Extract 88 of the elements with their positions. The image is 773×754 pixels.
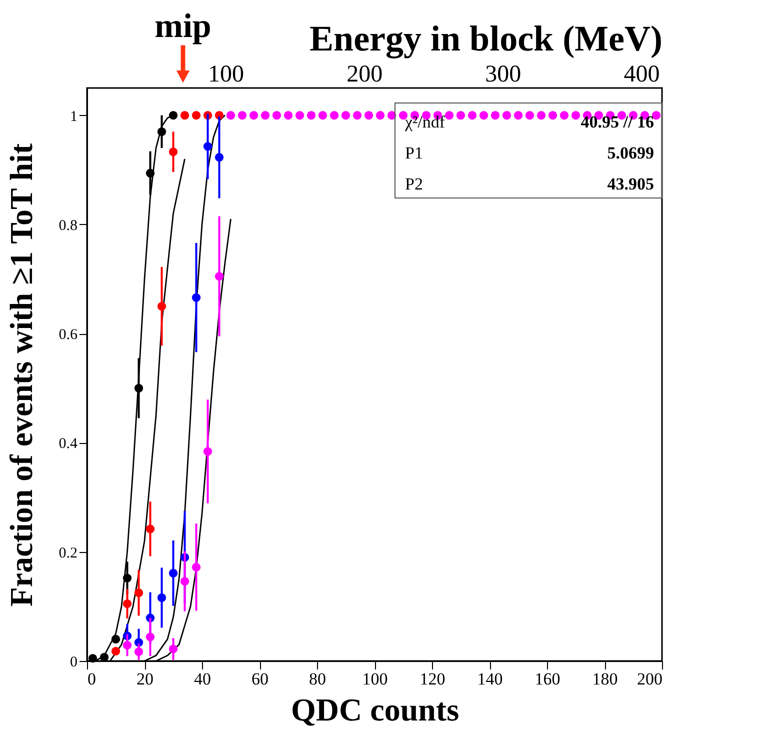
point bbox=[192, 562, 201, 572]
point bbox=[238, 110, 247, 120]
x-axis-title: QDC counts bbox=[290, 692, 460, 728]
x-tick-label: 40 bbox=[194, 670, 211, 688]
point bbox=[514, 110, 523, 120]
point bbox=[214, 272, 224, 281]
point bbox=[157, 302, 166, 311]
point bbox=[168, 644, 178, 654]
point bbox=[146, 524, 155, 534]
x2-tick-label: 100 bbox=[208, 62, 244, 88]
point bbox=[376, 110, 385, 120]
point bbox=[134, 588, 144, 598]
y-tick-label: 0.2 bbox=[58, 545, 78, 562]
point bbox=[456, 110, 466, 120]
annotation: χ²/ndf bbox=[404, 112, 446, 132]
x-tick-label: 60 bbox=[252, 670, 268, 688]
point bbox=[134, 384, 144, 392]
point bbox=[306, 110, 316, 120]
point bbox=[122, 574, 132, 582]
y-tick-label: 1 bbox=[70, 108, 78, 125]
x-tick-label: 160 bbox=[534, 670, 560, 688]
x-tick-label: 20 bbox=[136, 670, 154, 688]
point bbox=[560, 110, 569, 120]
point bbox=[468, 110, 477, 120]
point bbox=[318, 110, 328, 120]
annotation: P1 bbox=[405, 144, 423, 162]
x2-tick-label: 400 bbox=[624, 62, 660, 88]
point bbox=[490, 110, 500, 120]
point bbox=[88, 654, 98, 663]
y-tick-label: 0.6 bbox=[58, 327, 78, 344]
point bbox=[226, 110, 236, 120]
point bbox=[134, 647, 144, 656]
x-tick-label: 180 bbox=[592, 670, 618, 688]
point bbox=[203, 447, 212, 456]
annotation: 43.905 bbox=[607, 174, 654, 194]
point bbox=[168, 148, 178, 156]
y-tick-label: 0 bbox=[70, 654, 78, 670]
point bbox=[502, 110, 512, 120]
y-tick-label: 0.8 bbox=[58, 218, 78, 234]
text: mip bbox=[154, 8, 212, 45]
point bbox=[330, 110, 339, 120]
point bbox=[352, 110, 362, 120]
x-tick-label: 140 bbox=[477, 670, 503, 688]
point bbox=[364, 110, 374, 120]
point bbox=[295, 110, 304, 120]
x-tick-label: 0 bbox=[88, 670, 96, 688]
point bbox=[146, 632, 155, 642]
y-axis-title: Fraction of events with ≥1 ToT hit bbox=[2, 143, 39, 607]
x-tick-label: 200 bbox=[637, 670, 662, 688]
point bbox=[192, 293, 201, 302]
point bbox=[571, 110, 580, 120]
point bbox=[284, 110, 293, 120]
point bbox=[180, 577, 190, 586]
x2-tick-label: 200 bbox=[346, 62, 383, 88]
point bbox=[272, 110, 282, 120]
point bbox=[168, 568, 178, 578]
annotation: 5.0699 bbox=[607, 144, 654, 162]
point bbox=[536, 110, 546, 120]
x2-axis-title: Energy in block (MeV) bbox=[310, 18, 662, 58]
annotation: P2 bbox=[405, 174, 423, 194]
annotation: 40.95 // 16 bbox=[580, 112, 654, 132]
point bbox=[260, 110, 270, 120]
y-tick-label: 0.4 bbox=[58, 436, 78, 452]
point bbox=[203, 142, 212, 151]
point bbox=[249, 110, 258, 120]
point bbox=[479, 110, 488, 120]
point bbox=[111, 634, 120, 644]
point bbox=[146, 168, 155, 178]
point bbox=[525, 110, 534, 120]
point bbox=[180, 110, 190, 120]
point bbox=[652, 110, 661, 120]
point bbox=[157, 593, 166, 602]
point bbox=[157, 127, 166, 136]
point bbox=[122, 599, 132, 608]
point bbox=[192, 110, 201, 120]
point bbox=[341, 110, 350, 120]
point bbox=[214, 152, 224, 162]
point bbox=[100, 652, 109, 662]
point bbox=[111, 646, 120, 656]
x2-tick-label: 300 bbox=[485, 62, 522, 88]
x-tick-label: 80 bbox=[309, 670, 326, 688]
point bbox=[122, 640, 132, 650]
x-tick-label: 120 bbox=[420, 670, 446, 688]
point bbox=[168, 110, 178, 120]
point bbox=[387, 110, 396, 120]
point bbox=[548, 110, 558, 120]
x-tick-label: 100 bbox=[362, 670, 388, 688]
point bbox=[444, 110, 454, 120]
